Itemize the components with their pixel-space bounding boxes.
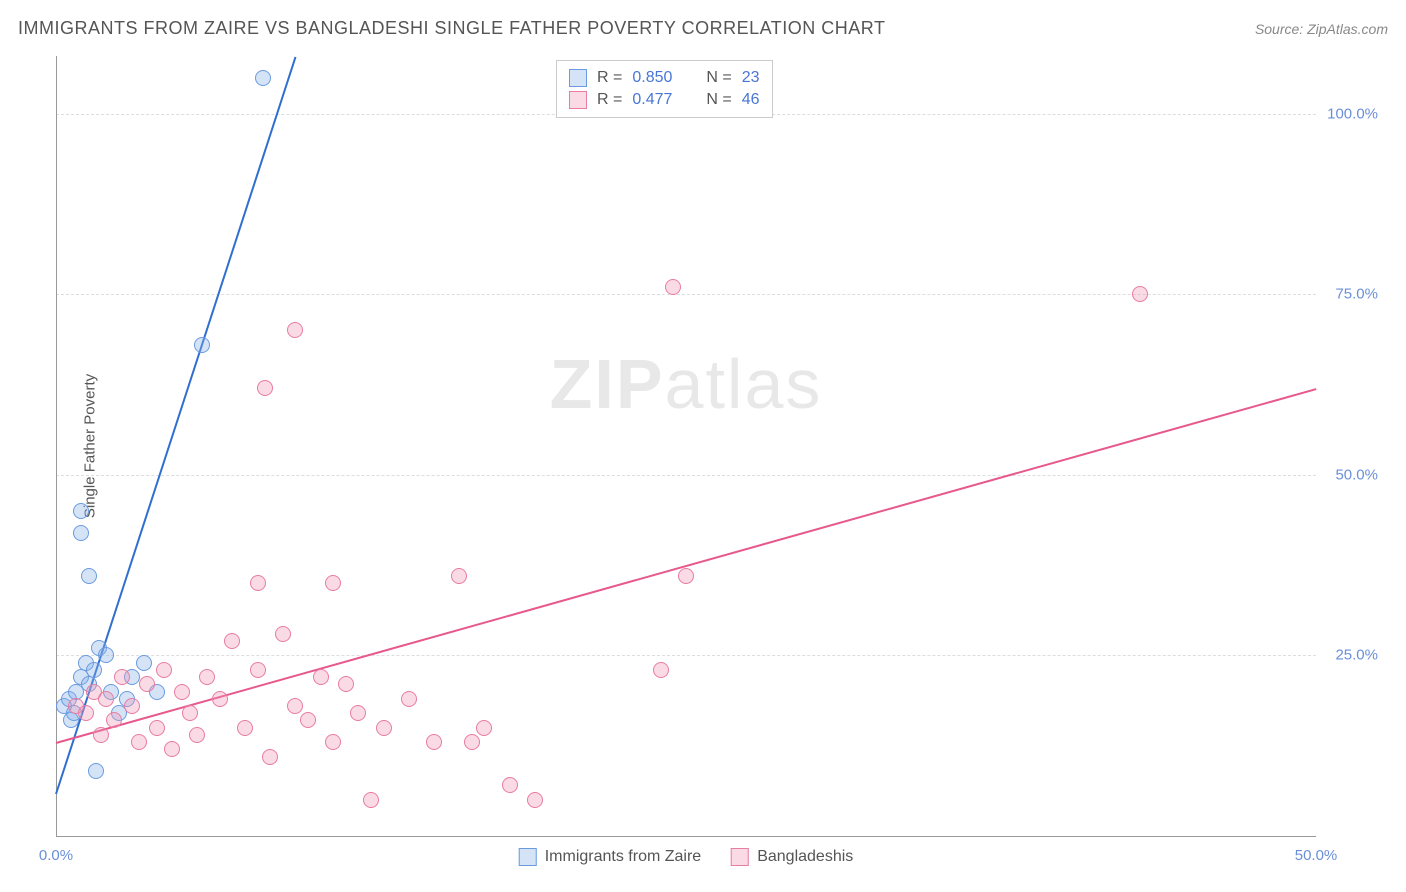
title-bar: IMMIGRANTS FROM ZAIRE VS BANGLADESHI SIN… — [18, 18, 1388, 39]
data-point — [93, 727, 109, 743]
data-point — [88, 763, 104, 779]
legend-swatch — [569, 91, 587, 109]
r-label: R = — [597, 69, 622, 87]
y-tick-label: 25.0% — [1335, 647, 1378, 664]
data-point — [502, 777, 518, 793]
data-point — [124, 698, 140, 714]
data-point — [665, 279, 681, 295]
data-point — [98, 691, 114, 707]
data-point — [338, 676, 354, 692]
data-point — [401, 691, 417, 707]
data-point — [73, 503, 89, 519]
n-value: 46 — [742, 91, 760, 109]
data-point — [224, 633, 240, 649]
data-point — [149, 720, 165, 736]
data-point — [376, 720, 392, 736]
data-point — [98, 647, 114, 663]
watermark-bold: ZIP — [550, 345, 665, 423]
data-point — [313, 669, 329, 685]
data-point — [86, 662, 102, 678]
data-point — [106, 712, 122, 728]
legend-swatch — [731, 848, 749, 866]
r-value: 0.477 — [632, 91, 672, 109]
stats-row: R = 0.850 N = 23 — [569, 67, 760, 89]
data-point — [300, 712, 316, 728]
data-point — [174, 684, 190, 700]
data-point — [199, 669, 215, 685]
legend-swatch — [569, 69, 587, 87]
data-point — [212, 691, 228, 707]
trend-line — [56, 388, 1317, 744]
legend-label: Immigrants from Zaire — [545, 848, 701, 866]
data-point — [464, 734, 480, 750]
data-point — [350, 705, 366, 721]
data-point — [325, 734, 341, 750]
data-point — [527, 792, 543, 808]
data-point — [78, 705, 94, 721]
r-label: R = — [597, 91, 622, 109]
data-point — [139, 676, 155, 692]
data-point — [250, 575, 266, 591]
data-point — [262, 749, 278, 765]
y-axis — [56, 56, 57, 836]
data-point — [476, 720, 492, 736]
n-label: N = — [706, 91, 731, 109]
data-point — [250, 662, 266, 678]
bottom-legend: Immigrants from Zaire Bangladeshis — [519, 848, 854, 866]
x-tick-label: 50.0% — [1295, 847, 1338, 864]
legend-item: Immigrants from Zaire — [519, 848, 701, 866]
data-point — [451, 568, 467, 584]
y-tick-label: 100.0% — [1327, 105, 1378, 122]
data-point — [653, 662, 669, 678]
grid-line — [56, 294, 1316, 295]
scatter-plot: ZIPatlas 25.0%50.0%75.0%100.0%0.0%50.0%R… — [56, 56, 1316, 836]
watermark-light: atlas — [665, 345, 823, 423]
data-point — [287, 698, 303, 714]
stats-legend: R = 0.850 N = 23 R = 0.477 N = 46 — [556, 60, 773, 118]
data-point — [678, 568, 694, 584]
data-point — [237, 720, 253, 736]
data-point — [182, 705, 198, 721]
legend-label: Bangladeshis — [757, 848, 853, 866]
data-point — [426, 734, 442, 750]
x-axis — [56, 836, 1316, 837]
data-point — [275, 626, 291, 642]
legend-swatch — [519, 848, 537, 866]
data-point — [131, 734, 147, 750]
r-value: 0.850 — [632, 69, 672, 87]
y-tick-label: 75.0% — [1335, 286, 1378, 303]
data-point — [136, 655, 152, 671]
x-tick-label: 0.0% — [39, 847, 73, 864]
n-label: N = — [706, 69, 731, 87]
data-point — [164, 741, 180, 757]
data-point — [363, 792, 379, 808]
y-tick-label: 50.0% — [1335, 466, 1378, 483]
watermark: ZIPatlas — [550, 344, 823, 424]
data-point — [81, 568, 97, 584]
data-point — [287, 322, 303, 338]
data-point — [156, 662, 172, 678]
n-value: 23 — [742, 69, 760, 87]
grid-line — [56, 655, 1316, 656]
data-point — [189, 727, 205, 743]
stats-row: R = 0.477 N = 46 — [569, 89, 760, 111]
data-point — [325, 575, 341, 591]
data-point — [255, 70, 271, 86]
data-point — [1132, 286, 1148, 302]
data-point — [257, 380, 273, 396]
legend-item: Bangladeshis — [731, 848, 853, 866]
chart-title: IMMIGRANTS FROM ZAIRE VS BANGLADESHI SIN… — [18, 18, 885, 39]
data-point — [73, 525, 89, 541]
source-label: Source: ZipAtlas.com — [1255, 21, 1388, 37]
grid-line — [56, 475, 1316, 476]
data-point — [114, 669, 130, 685]
data-point — [194, 337, 210, 353]
